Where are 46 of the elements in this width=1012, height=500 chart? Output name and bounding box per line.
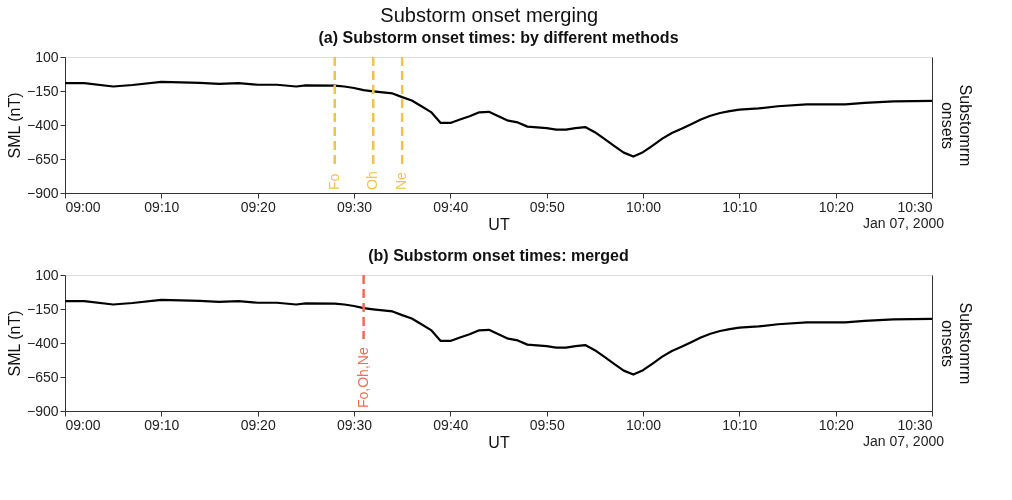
text: Jan 07, 2000 bbox=[863, 215, 945, 231]
x-tick-label: 10:20 bbox=[818, 416, 854, 433]
text: Substorm onset merging bbox=[380, 3, 599, 26]
line-series bbox=[63, 80, 934, 158]
x-tick-label: 10:30 bbox=[897, 198, 933, 215]
ref-line-label: Fo bbox=[325, 173, 342, 190]
y-tick-label: −900 bbox=[26, 402, 59, 419]
y-tick-label: −650 bbox=[26, 368, 59, 385]
x-tick-label: 10:20 bbox=[818, 198, 854, 215]
y2-axis-title: Substomrm onsets bbox=[938, 84, 974, 167]
x-axis-title: UT bbox=[488, 215, 510, 233]
text: Jan 07, 2000 bbox=[863, 433, 945, 449]
y-tick-label: −900 bbox=[26, 184, 59, 201]
x-tick-label: 10:10 bbox=[722, 416, 758, 433]
y-tick-label: −150 bbox=[26, 300, 59, 317]
x-tick-label: 09:00 bbox=[65, 416, 101, 433]
ref-line-label: Oh bbox=[364, 171, 381, 190]
y-tick-label: −400 bbox=[26, 116, 59, 133]
x-tick-label: 09:10 bbox=[144, 198, 180, 215]
x-tick-label: 09:30 bbox=[336, 416, 373, 433]
y2-axis-title: Substomrm onsets bbox=[938, 302, 974, 385]
y-tick-label: 100 bbox=[35, 48, 59, 65]
chart-title: (a) Substorm onset times: by different methods bbox=[318, 29, 679, 46]
y-tick-label: −150 bbox=[26, 82, 59, 99]
y-axis-title: SML (nT) bbox=[5, 310, 23, 377]
x-tick-label: 09:50 bbox=[529, 198, 565, 215]
x-tick-label: 09:20 bbox=[240, 416, 276, 433]
x-tick-label: 09:20 bbox=[240, 198, 276, 215]
x-tick-label: 09:10 bbox=[144, 416, 180, 433]
y-tick-label: 100 bbox=[35, 266, 59, 283]
ref-line-label: Ne bbox=[393, 171, 410, 190]
x-tick-label: 10:30 bbox=[897, 416, 933, 433]
chart-title: (b) Substorm onset times: merged bbox=[368, 247, 629, 264]
x-tick-label: 10:00 bbox=[625, 416, 662, 433]
x-tick-label: 10:00 bbox=[625, 198, 662, 215]
y-axis-title: SML (nT) bbox=[5, 92, 23, 159]
x-tick-label: 09:40 bbox=[433, 416, 469, 433]
x-tick-label: 09:30 bbox=[336, 198, 373, 215]
x-tick-label: 09:40 bbox=[433, 198, 469, 215]
x-tick-label: 10:10 bbox=[722, 198, 758, 215]
y-tick-label: −650 bbox=[26, 150, 59, 167]
x-axis-title: UT bbox=[488, 433, 510, 451]
x-tick-label: 09:50 bbox=[529, 416, 565, 433]
y-tick-label: −400 bbox=[26, 334, 59, 351]
ref-line-label: Fo,Oh,Ne bbox=[354, 347, 371, 408]
x-tick-label: 09:00 bbox=[65, 198, 101, 215]
